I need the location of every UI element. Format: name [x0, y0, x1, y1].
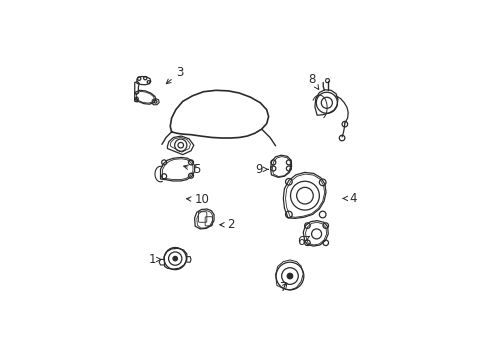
Text: 7: 7: [280, 281, 287, 294]
Text: 8: 8: [307, 73, 318, 89]
Text: 10: 10: [186, 193, 209, 206]
Circle shape: [173, 256, 177, 261]
Text: 3: 3: [166, 66, 183, 84]
Text: 2: 2: [220, 218, 234, 231]
Text: 6: 6: [296, 235, 309, 248]
Text: 9: 9: [255, 163, 268, 176]
Text: 5: 5: [183, 163, 200, 176]
Text: 1: 1: [148, 253, 161, 266]
Text: 4: 4: [343, 192, 356, 205]
Circle shape: [286, 273, 292, 279]
